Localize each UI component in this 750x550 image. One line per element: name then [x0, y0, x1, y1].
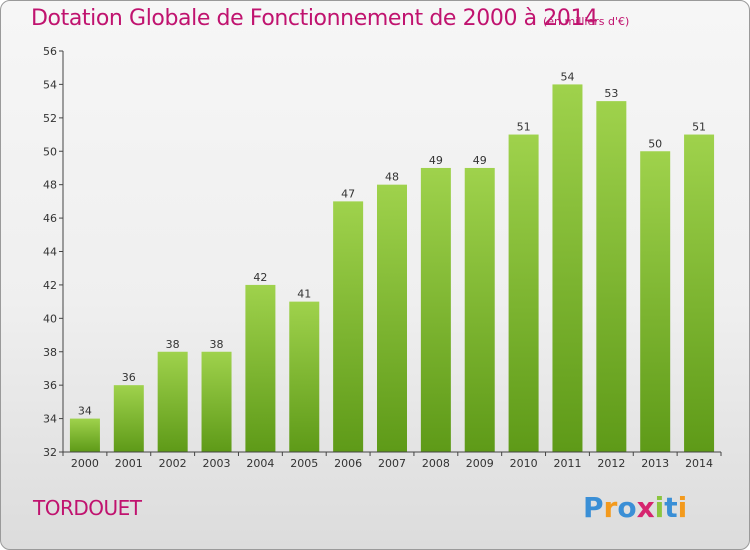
y-tick-label: 44: [43, 246, 57, 259]
x-tick-label: 2004: [246, 457, 274, 470]
axes-group: 32 34 36 38 40 42 44 46 48 50 52 54 56 2000 2001 2002 20…: [43, 45, 722, 470]
x-tick-label: 2012: [597, 457, 625, 470]
x-tick-label: 2007: [378, 457, 406, 470]
data-label: 42: [253, 271, 267, 284]
bar: [245, 284, 276, 452]
x-tick-label: 2014: [685, 457, 713, 470]
proxiti-logo: Proxiti: [583, 491, 687, 524]
x-tick-label: 2006: [334, 457, 362, 470]
data-label: 36: [122, 371, 136, 384]
data-label: 41: [297, 288, 311, 301]
y-tick-label: 56: [43, 45, 57, 58]
bar: [157, 351, 188, 452]
data-label: 53: [604, 87, 618, 100]
data-label: 47: [341, 187, 355, 200]
bar: [113, 385, 144, 452]
x-tick-label: 2010: [510, 457, 538, 470]
y-tick-label: 50: [43, 145, 57, 158]
x-tick-label: 2008: [422, 457, 450, 470]
bar: [640, 151, 671, 452]
data-label: 38: [210, 338, 224, 351]
bar: [596, 101, 627, 452]
y-tick-label: 42: [43, 279, 57, 292]
data-label: 51: [692, 121, 706, 134]
bar: [420, 167, 451, 453]
data-label: 38: [166, 338, 180, 351]
y-tick-label: 32: [43, 446, 57, 459]
data-label: 51: [517, 121, 531, 134]
bar: [508, 134, 539, 452]
y-tick-label: 48: [43, 179, 57, 192]
bar: [201, 351, 232, 452]
y-tick-label: 46: [43, 212, 57, 225]
data-label: 49: [473, 154, 487, 167]
chart-title: Dotation Globale de Fonctionnement de 20…: [31, 6, 598, 31]
x-tick-label: 2013: [641, 457, 669, 470]
x-tick-label: 2011: [553, 457, 581, 470]
bars-group: 34 36 38 38 42 41 47 48 49 49 51 54 53 50 51: [69, 70, 715, 453]
chart-unit: (en milliers d'€): [543, 15, 630, 28]
x-tick-label: 2009: [466, 457, 494, 470]
data-label: 49: [429, 154, 443, 167]
data-label: 54: [560, 70, 574, 83]
data-label: 48: [385, 171, 399, 184]
y-tick-label: 54: [43, 78, 57, 91]
bar: [377, 184, 407, 452]
x-tick-label: 2001: [115, 457, 143, 470]
bar: [69, 418, 100, 452]
x-tick-label: 2005: [290, 457, 318, 470]
svg-text:Proxiti: Proxiti: [583, 491, 687, 524]
x-tick-label: 2000: [71, 457, 99, 470]
data-label: 34: [78, 405, 92, 418]
y-tick-label: 36: [43, 379, 57, 392]
bar: [289, 301, 320, 452]
y-tick-label: 38: [43, 346, 57, 359]
y-tick-label: 52: [43, 112, 57, 125]
bar: [684, 134, 715, 452]
commune-name: TORDOUET: [33, 496, 142, 520]
x-tick-label: 2003: [203, 457, 231, 470]
bar: [464, 167, 495, 453]
y-tick-label: 40: [43, 312, 57, 325]
bar: [333, 201, 364, 452]
y-tick-label: 34: [43, 413, 57, 426]
bar: [552, 84, 583, 453]
data-label: 50: [648, 137, 662, 150]
x-tick-label: 2002: [159, 457, 187, 470]
